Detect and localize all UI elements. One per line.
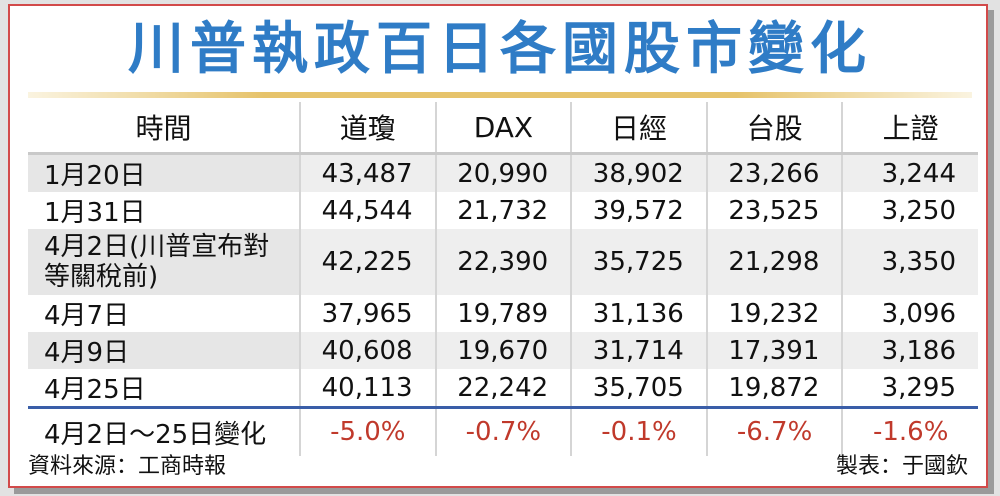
table-row: 1月20日 43,487 20,990 38,902 23,266 3,244 (28, 153, 978, 192)
value-cell: 39,572 (570, 192, 707, 229)
change-value: -6.7% (705, 406, 843, 456)
header-shanghai: 上證 (841, 102, 978, 155)
value-cell: 40,608 (299, 332, 436, 369)
date-line-2: 等關稅前) (44, 262, 159, 292)
value-cell: 3,244 (841, 153, 978, 192)
title-underline (28, 92, 972, 98)
change-value: -0.1% (570, 406, 707, 456)
table-row: 4月2日(川普宣布對 等關稅前) 42,225 22,390 35,725 21… (28, 229, 978, 295)
source-note: 資料來源：工商時報 (28, 454, 227, 479)
date-line-1: 4月2日(川普宣布對 (44, 232, 270, 262)
header-dow: 道瓊 (299, 102, 436, 155)
change-value: -0.7% (434, 406, 572, 456)
value-cell: 3,295 (841, 369, 978, 408)
value-cell: 19,872 (705, 369, 843, 408)
date-cell: 4月7日 (44, 301, 130, 331)
value-cell: 19,232 (705, 295, 843, 332)
value-cell: 3,250 (841, 192, 978, 229)
value-cell: 37,965 (299, 295, 436, 332)
value-cell: 31,136 (570, 295, 707, 332)
value-cell: 31,714 (570, 332, 707, 369)
value-cell: 19,789 (434, 295, 572, 332)
table-row: 4月9日 40,608 19,670 31,714 17,391 3,186 (28, 332, 978, 369)
value-cell: 3,186 (841, 332, 978, 369)
value-cell: 40,113 (299, 369, 436, 408)
value-cell: 21,298 (705, 229, 843, 295)
change-label: 4月2日～25日變化 (28, 406, 300, 456)
page-title: 川普執政百日各國股市變化 (128, 17, 872, 82)
value-cell: 20,990 (434, 153, 572, 192)
value-cell: 42,225 (299, 229, 436, 295)
date-cell: 4月2日(川普宣布對 等關稅前) (28, 229, 300, 295)
header-taiex: 台股 (705, 102, 843, 155)
value-cell: 21,732 (434, 192, 572, 229)
value-cell: 38,902 (570, 153, 707, 192)
table-row: 4月7日 37,965 19,789 31,136 19,232 3,096 (28, 295, 978, 332)
table-header-row: 時間 道瓊 DAX 日經 台股 上證 (28, 102, 978, 155)
value-cell: 3,350 (841, 229, 978, 295)
value-cell: 22,242 (434, 369, 572, 408)
value-cell: 35,705 (570, 369, 707, 408)
change-value: -1.6% (841, 406, 978, 456)
date-cell: 1月20日 (28, 153, 300, 192)
infographic-card: 川普執政百日各國股市變化 時間 道瓊 DAX 日經 台股 上證 1月20日 43… (8, 4, 988, 488)
stock-table: 時間 道瓊 DAX 日經 台股 上證 1月20日 43,487 20,990 3… (28, 102, 978, 456)
value-cell: 19,670 (434, 332, 572, 369)
value-cell: 43,487 (299, 153, 436, 192)
date-cell: 4月9日 (28, 332, 300, 369)
date-cell: 1月31日 (44, 198, 146, 228)
change-row: 4月2日～25日變化 -5.0% -0.7% -0.1% -6.7% -1.6% (28, 406, 978, 456)
table-row: 1月31日 44,544 21,732 39,572 23,525 3,250 (28, 192, 978, 229)
value-cell: 44,544 (299, 192, 436, 229)
header-nikkei: 日經 (570, 102, 707, 155)
credit-note: 製表：于國欽 (835, 454, 968, 479)
table-row: 4月25日 40,113 22,242 35,705 19,872 3,295 (28, 369, 978, 408)
header-dax: DAX (434, 102, 572, 155)
value-cell: 22,390 (434, 229, 572, 295)
value-cell: 3,096 (841, 295, 978, 332)
value-cell: 35,725 (570, 229, 707, 295)
date-cell: 4月25日 (44, 375, 146, 405)
value-cell: 23,266 (705, 153, 843, 192)
value-cell: 23,525 (705, 192, 843, 229)
value-cell: 17,391 (705, 332, 843, 369)
change-value: -5.0% (299, 406, 436, 456)
header-time: 時間 (28, 102, 300, 155)
